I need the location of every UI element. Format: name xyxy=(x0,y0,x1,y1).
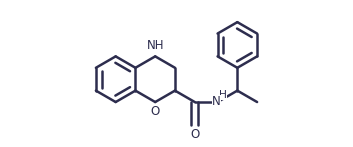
Text: NH: NH xyxy=(146,39,164,52)
Text: N: N xyxy=(212,95,221,108)
Text: O: O xyxy=(151,105,160,118)
Text: H: H xyxy=(219,90,227,100)
Text: O: O xyxy=(190,128,199,142)
